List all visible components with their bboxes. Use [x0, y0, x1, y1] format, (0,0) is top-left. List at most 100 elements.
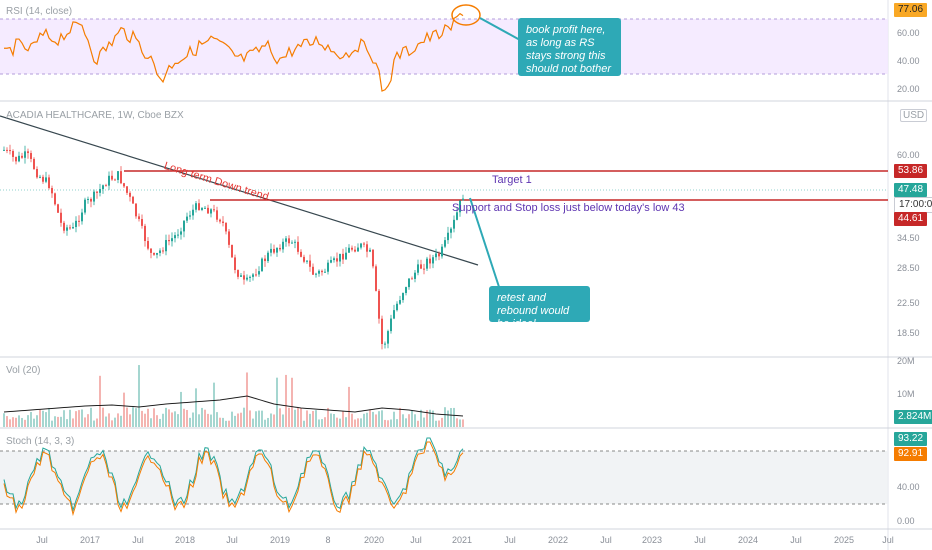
candle-body	[312, 266, 314, 275]
volume-bar	[237, 413, 239, 427]
rsi-highlight-circle	[451, 4, 481, 26]
volume-bar	[417, 420, 419, 427]
volume-bar	[51, 420, 53, 427]
candle-body	[384, 343, 386, 345]
volume-bar	[171, 412, 173, 427]
candle-body	[276, 247, 278, 253]
time-axis-label: 8	[325, 535, 331, 545]
candle-body	[60, 212, 62, 223]
volume-title: Vol (20)	[6, 365, 41, 376]
candle-body	[12, 151, 14, 157]
time-axis-label: 2023	[641, 535, 663, 545]
volume-bar	[30, 412, 32, 427]
candle-body	[141, 219, 143, 226]
candle-body	[426, 258, 428, 269]
volume-bar	[21, 417, 23, 427]
price-level-22.5: 22.50	[897, 298, 920, 308]
volume-bar	[105, 416, 107, 427]
candle-body	[435, 253, 437, 258]
candle-body	[246, 277, 248, 280]
candle-body	[387, 331, 389, 344]
downtrend-line	[0, 115, 479, 266]
retest-callout[interactable]: retest and rebound would be ideal.	[489, 286, 590, 330]
volume-bar	[303, 420, 305, 427]
volume-ma-line	[3, 395, 464, 417]
candle-body	[57, 204, 59, 213]
volume-bar	[192, 412, 194, 427]
volume-bar	[444, 407, 446, 427]
volume-bar	[357, 418, 359, 427]
candle-body	[117, 171, 119, 180]
stoch-path	[3, 441, 464, 517]
volume-bar	[108, 413, 110, 427]
volume-bar	[42, 410, 44, 427]
usd-badge[interactable]: USD	[900, 109, 928, 122]
candle-body	[420, 264, 422, 269]
volume-bar	[144, 413, 146, 427]
candle-body	[216, 210, 218, 220]
candle-body	[453, 219, 455, 229]
volume-bar	[339, 418, 341, 427]
volume-bar	[240, 412, 242, 427]
volume-bar	[378, 411, 380, 427]
candle-body	[348, 247, 350, 253]
volume-bar	[177, 414, 179, 427]
rsi-callout[interactable]: book profit here, as long as RS stays st…	[518, 18, 621, 76]
volume-bar	[234, 415, 236, 427]
candle-body	[240, 275, 242, 277]
candle-body	[69, 227, 71, 229]
candle-body	[228, 231, 230, 245]
price-level-18.5: 18.50	[897, 328, 920, 338]
candle-body	[84, 199, 86, 213]
candle-body	[189, 215, 191, 217]
time-axis-label: Jul	[504, 535, 516, 545]
candle-body	[93, 191, 95, 202]
volume-bar	[120, 415, 122, 427]
candle-body	[219, 219, 221, 222]
volume-bar	[348, 386, 350, 427]
candle-body	[285, 238, 287, 242]
candle-body	[192, 209, 194, 216]
candle-body	[156, 253, 158, 255]
candle-body	[444, 240, 446, 247]
time-axis-label: Jul	[694, 535, 706, 545]
volume-bar	[276, 377, 278, 427]
candle-body	[321, 270, 323, 273]
volume-bar	[429, 409, 431, 427]
volume-bar	[363, 413, 365, 427]
candle-body	[183, 220, 185, 232]
candle-body	[159, 250, 161, 254]
volume-bar	[6, 416, 8, 427]
candle-body	[237, 270, 239, 277]
volume-bar	[450, 408, 452, 427]
volume-bar	[279, 408, 281, 427]
candle-body	[150, 248, 152, 253]
candle-body	[33, 158, 35, 170]
candle-body	[417, 264, 419, 273]
candle-body	[114, 179, 116, 181]
volume-bar	[138, 365, 140, 427]
target-price-tag: 53.86	[894, 164, 928, 178]
volume-bar	[396, 419, 398, 427]
candle-body	[45, 177, 47, 182]
volume-bar	[387, 420, 389, 427]
candle-body	[81, 212, 83, 222]
candle-body	[213, 209, 215, 211]
volume-bar	[27, 415, 29, 427]
candle-body	[105, 185, 107, 187]
volume-bar	[225, 420, 227, 427]
rsi-value-tag: 77.06	[894, 3, 928, 17]
candle-body	[171, 238, 173, 242]
volume-bar	[300, 408, 302, 427]
volume-bar	[165, 407, 167, 427]
volume-bar	[399, 407, 401, 427]
candle-body	[411, 278, 413, 280]
candle-body	[204, 207, 206, 209]
volume-bar	[132, 407, 134, 427]
volume-bar	[66, 419, 68, 427]
candle-body	[138, 216, 140, 220]
candle-body	[378, 290, 380, 319]
candle-body	[261, 258, 263, 272]
volume-bar	[315, 410, 317, 427]
